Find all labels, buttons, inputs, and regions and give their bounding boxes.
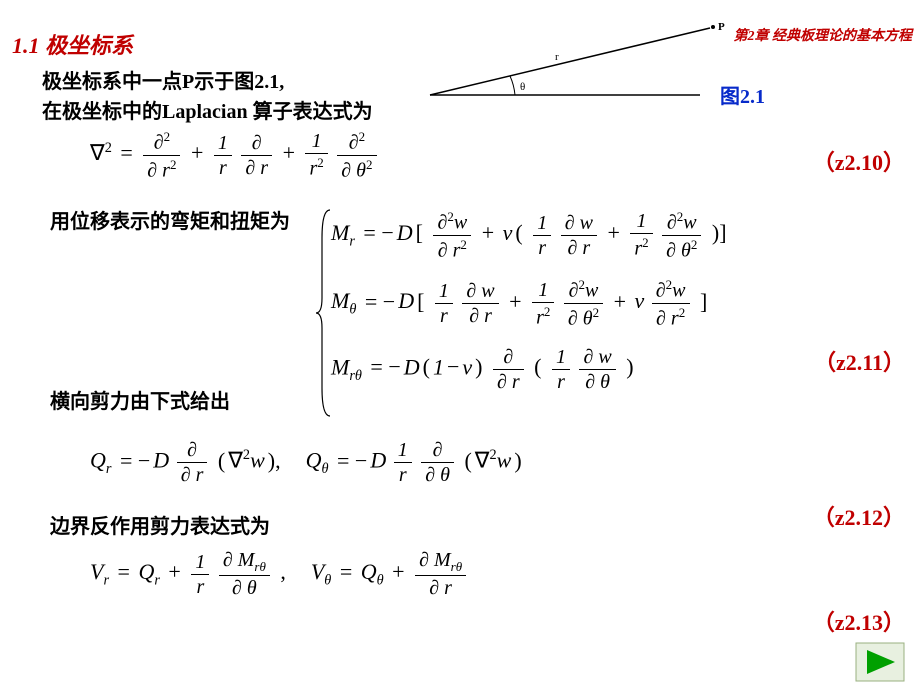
body-text-5: 边界反作用剪力表达式为 — [50, 510, 270, 539]
polar-diagram: P θ r — [420, 20, 730, 100]
body-text-3: 用位移表示的弯矩和扭矩为 — [50, 205, 290, 234]
equation-shear: Qr = −D ∂∂ r (∇2w), Qθ = −D 1r ∂∂ θ (∇2w… — [90, 440, 525, 485]
section-title: 1.1 极坐标系 — [12, 28, 133, 60]
eq-label-2: （z2.11） — [814, 345, 905, 377]
svg-text:P: P — [718, 21, 725, 33]
equation-reaction: Vr = Qr + 1r ∂ Mrθ∂ θ , Vθ = Qθ + ∂ Mrθ∂… — [90, 550, 468, 598]
next-button[interactable] — [855, 642, 905, 682]
equation-moments: Mr = −D[ ∂2w∂ r2 + ν( 1r ∂ w∂ r + 1r2 ∂2… — [320, 210, 730, 410]
svg-text:θ: θ — [520, 81, 525, 93]
body-text-1: 极坐标系中一点P示于图2.1, — [42, 65, 284, 94]
svg-text:r: r — [555, 51, 559, 63]
figure-label: 图2.1 — [720, 80, 765, 109]
body-text-2: 在极坐标中的Laplacian 算子表达式为 — [42, 95, 373, 124]
eq-label-1: （z2.10） — [813, 145, 905, 177]
eq-label-4: （z2.13） — [813, 605, 905, 637]
chapter-header: 第2章 经典板理论的基本方程 — [734, 25, 913, 45]
eq-label-3: （z2.12） — [813, 500, 905, 532]
equation-laplacian: ∇2 = ∂2∂ r2 + 1r ∂∂ r + 1r2 ∂2∂ θ2 — [90, 130, 379, 180]
body-text-4: 横向剪力由下式给出 — [50, 385, 230, 414]
